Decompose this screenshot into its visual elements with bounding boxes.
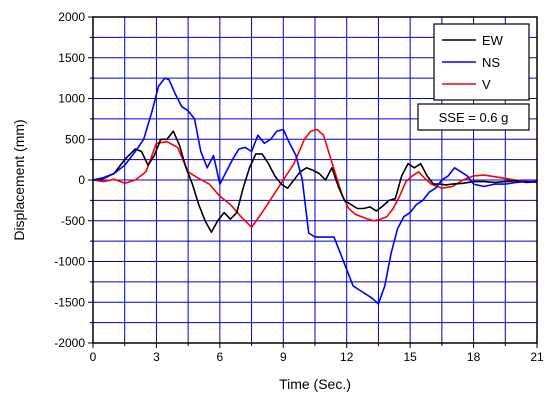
legend-label-v: V bbox=[482, 77, 491, 92]
series-line-ns bbox=[92, 77, 537, 305]
series-line-v bbox=[92, 128, 538, 229]
y-tick-label: -2000 bbox=[54, 336, 85, 350]
x-tick-label: 0 bbox=[90, 350, 97, 364]
x-tick-label: 6 bbox=[217, 350, 224, 364]
y-tick-label: 2000 bbox=[58, 10, 85, 24]
y-tick-label: 1500 bbox=[58, 51, 85, 65]
x-tick-label: 15 bbox=[403, 350, 417, 364]
x-tick-label: 9 bbox=[280, 350, 287, 364]
annotation-box bbox=[417, 103, 530, 131]
tick-labels: 0 3 6 9 12 15 18 21 -2000 -1500 -1000 -500 0 500 1000 1… bbox=[54, 10, 544, 364]
legend-label-ns: NS bbox=[482, 55, 500, 70]
x-tick-label: 12 bbox=[340, 350, 354, 364]
x-axis-title: Time (Sec.) bbox=[279, 376, 351, 392]
y-tick-label: 0 bbox=[78, 173, 85, 187]
y-tick-label: -1500 bbox=[54, 295, 85, 309]
y-axis-title: Displacement (mm) bbox=[11, 119, 27, 240]
series-line-ew bbox=[92, 130, 538, 233]
y-tick-label: -500 bbox=[61, 214, 85, 228]
x-tick-label: 3 bbox=[153, 350, 160, 364]
annotation-text: SSE = 0.6 g bbox=[439, 110, 509, 125]
axis-ticks bbox=[88, 16, 538, 348]
y-tick-label: 500 bbox=[65, 132, 85, 146]
y-tick-label: 1000 bbox=[58, 92, 85, 106]
y-tick-label: -1000 bbox=[54, 255, 85, 269]
x-tick-label: 21 bbox=[530, 350, 544, 364]
legend-label-ew: EW bbox=[482, 33, 504, 48]
x-tick-label: 18 bbox=[467, 350, 481, 364]
legend: EW NS V bbox=[433, 23, 530, 101]
sse-annotation: SSE = 0.6 g bbox=[417, 103, 530, 131]
series-lines bbox=[92, 77, 538, 305]
